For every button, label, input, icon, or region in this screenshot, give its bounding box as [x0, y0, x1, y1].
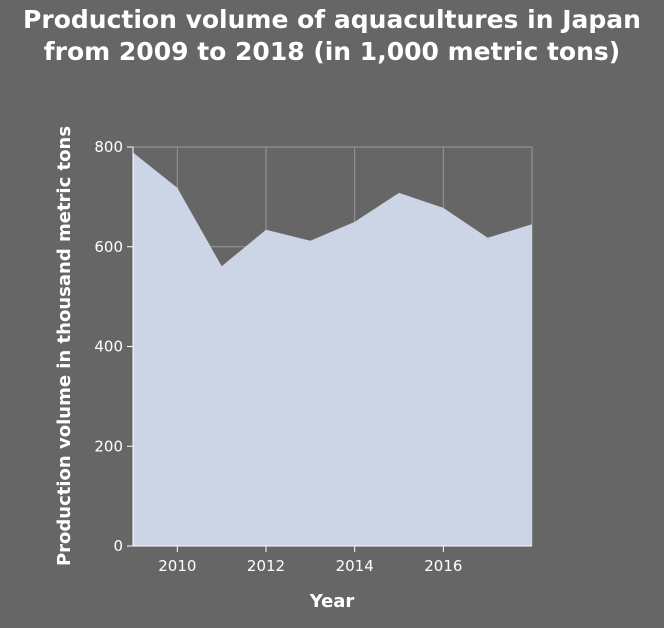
x-tick-label: 2016 — [424, 557, 462, 575]
x-tick-label: 2010 — [158, 557, 196, 575]
chart-title-line-1: Production volume of aquacultures in Jap… — [23, 5, 641, 34]
y-tick-label: 200 — [94, 437, 123, 455]
chart-title-line-2: from 2009 to 2018 (in 1,000 metric tons) — [43, 37, 621, 66]
y-tick-label: 600 — [94, 238, 123, 256]
y-tick-label: 800 — [94, 138, 123, 156]
axis-layer: 0 200 400 600 800 2010 2012 2014 2016 — [94, 138, 532, 575]
x-tick-label: 2012 — [247, 557, 285, 575]
y-tick-label: 0 — [113, 537, 123, 555]
y-tick-label: 400 — [94, 338, 123, 356]
x-axis-title: Year — [309, 591, 355, 612]
chart-title: Production volume of aquacultures in Jap… — [0, 4, 664, 68]
area-layer — [133, 152, 532, 546]
area-series — [133, 152, 532, 546]
y-axis-title: Production volume in thousand metric ton… — [54, 126, 75, 566]
x-tick-label: 2014 — [336, 557, 374, 575]
